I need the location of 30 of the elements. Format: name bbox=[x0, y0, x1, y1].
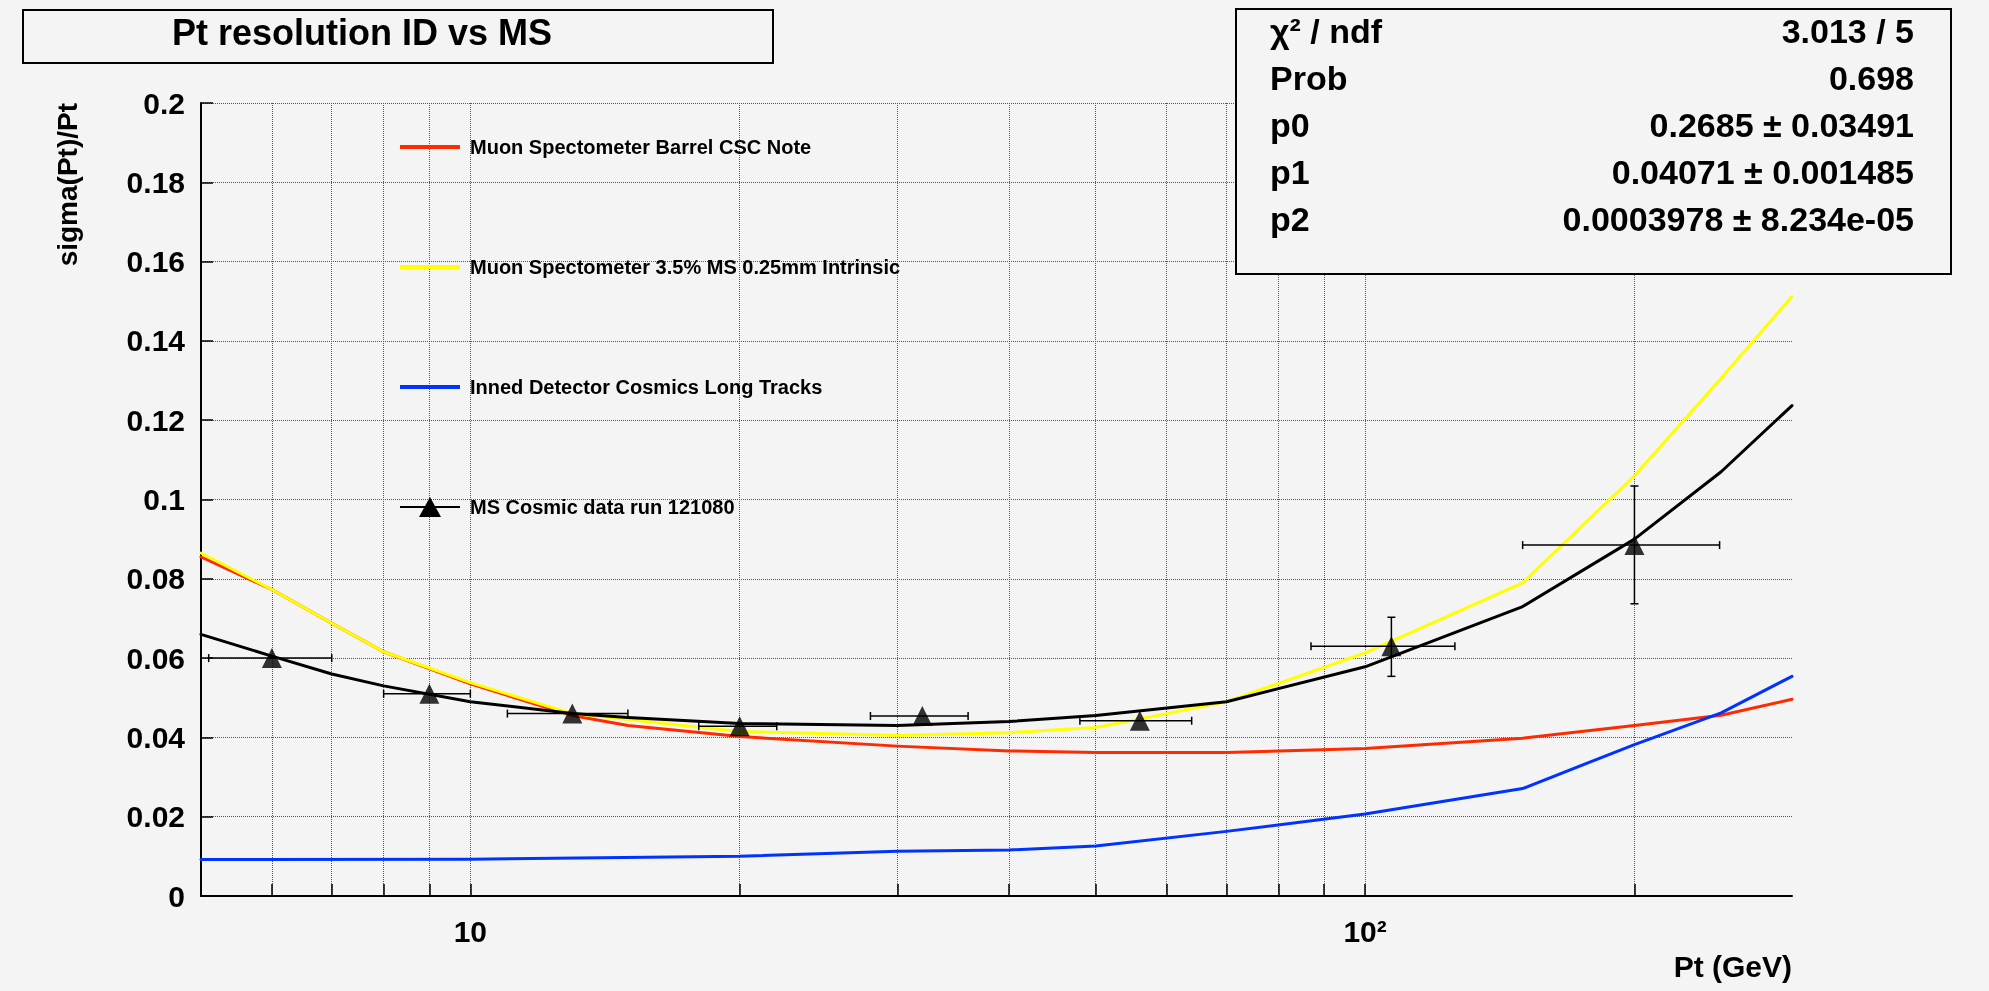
annotation: 0.0003978 ± 8.234e-05 bbox=[1562, 200, 1914, 238]
x-tick-label: 10² bbox=[1343, 914, 1387, 948]
annotation: p2 bbox=[1270, 200, 1310, 238]
y-tick-label: 0.1 bbox=[143, 483, 185, 516]
text: 0.698 bbox=[1828, 59, 1914, 97]
y-tick-label: 0.14 bbox=[126, 324, 186, 358]
x-tick-label: 10 bbox=[453, 914, 488, 948]
y-tick-label: 0.08 bbox=[126, 562, 185, 596]
y-tick-label: 0.04 bbox=[126, 720, 186, 754]
y-tick-label: 0.06 bbox=[126, 641, 185, 675]
annotation: p0 bbox=[1270, 106, 1310, 144]
text: 3.013 / 5 bbox=[1781, 12, 1914, 50]
legend-label: MS Cosmic data run 121080 bbox=[470, 495, 735, 519]
legend-label: Inned Detector Cosmics Long Tracks bbox=[470, 375, 823, 399]
y-tick-label: 0 bbox=[168, 879, 185, 913]
y-tick-label: 0.18 bbox=[126, 165, 185, 199]
y-tick-label: 0.16 bbox=[126, 245, 185, 279]
y-axis-title: sigma(Pt)/Pt bbox=[51, 103, 83, 267]
y-tick-label: 0.2 bbox=[143, 86, 185, 120]
annotation: 0.2685 ± 0.03491 bbox=[1649, 106, 1914, 144]
x-axis-title: Pt (GeV) bbox=[1673, 949, 1792, 983]
annotation: p1 bbox=[1270, 153, 1310, 191]
text: Prob bbox=[1270, 59, 1348, 97]
y-tick-label: 0.12 bbox=[126, 403, 185, 437]
y-tick-label: 0.02 bbox=[126, 800, 185, 834]
chart-title: Pt resolution ID vs MS bbox=[172, 11, 553, 53]
legend-label: Muon Spectometer 3.5% MS 0.25mm Intrinsic bbox=[470, 255, 901, 279]
annotation: 0.04071 ± 0.001485 bbox=[1611, 153, 1914, 191]
legend-label: Muon Spectometer Barrel CSC Note bbox=[470, 135, 812, 159]
text: χ² / ndf bbox=[1270, 12, 1383, 50]
